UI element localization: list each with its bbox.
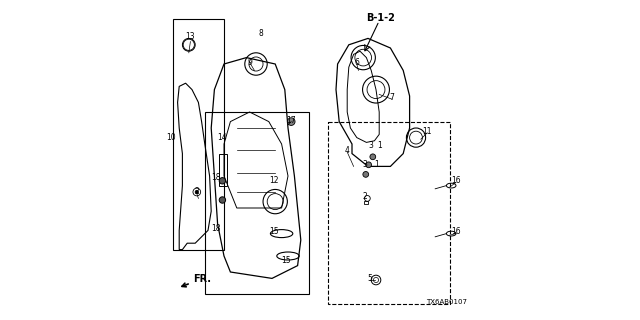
Text: FR.: FR. — [182, 274, 212, 287]
Text: 17: 17 — [286, 116, 296, 124]
Text: 13: 13 — [186, 32, 195, 41]
Text: TX6AB0107: TX6AB0107 — [426, 300, 467, 305]
Text: 18: 18 — [211, 173, 221, 182]
Text: 4: 4 — [345, 146, 349, 155]
Text: 16: 16 — [451, 228, 461, 236]
Circle shape — [219, 197, 226, 203]
Text: 1: 1 — [377, 141, 381, 150]
Text: 15: 15 — [282, 256, 291, 265]
Text: 18: 18 — [211, 224, 221, 233]
Text: 11: 11 — [422, 127, 432, 136]
Circle shape — [363, 172, 369, 177]
Text: 3: 3 — [369, 141, 374, 150]
Text: 1: 1 — [374, 160, 379, 169]
Text: 2: 2 — [195, 188, 199, 196]
Circle shape — [370, 154, 376, 160]
Text: 10: 10 — [166, 133, 176, 142]
Text: 15: 15 — [269, 228, 278, 236]
Circle shape — [195, 190, 198, 194]
Text: 7: 7 — [390, 93, 394, 102]
Circle shape — [366, 162, 371, 168]
Circle shape — [287, 118, 295, 125]
Text: 5: 5 — [367, 274, 372, 283]
Text: 2: 2 — [362, 192, 367, 201]
Text: 9: 9 — [247, 58, 252, 67]
Circle shape — [219, 178, 226, 184]
Text: 16: 16 — [451, 176, 461, 185]
Text: 3: 3 — [362, 160, 367, 169]
Text: B-1-2: B-1-2 — [366, 12, 396, 23]
Text: 14: 14 — [218, 133, 227, 142]
Text: 6: 6 — [355, 58, 359, 67]
Text: 8: 8 — [259, 29, 263, 38]
Text: 12: 12 — [269, 176, 278, 185]
